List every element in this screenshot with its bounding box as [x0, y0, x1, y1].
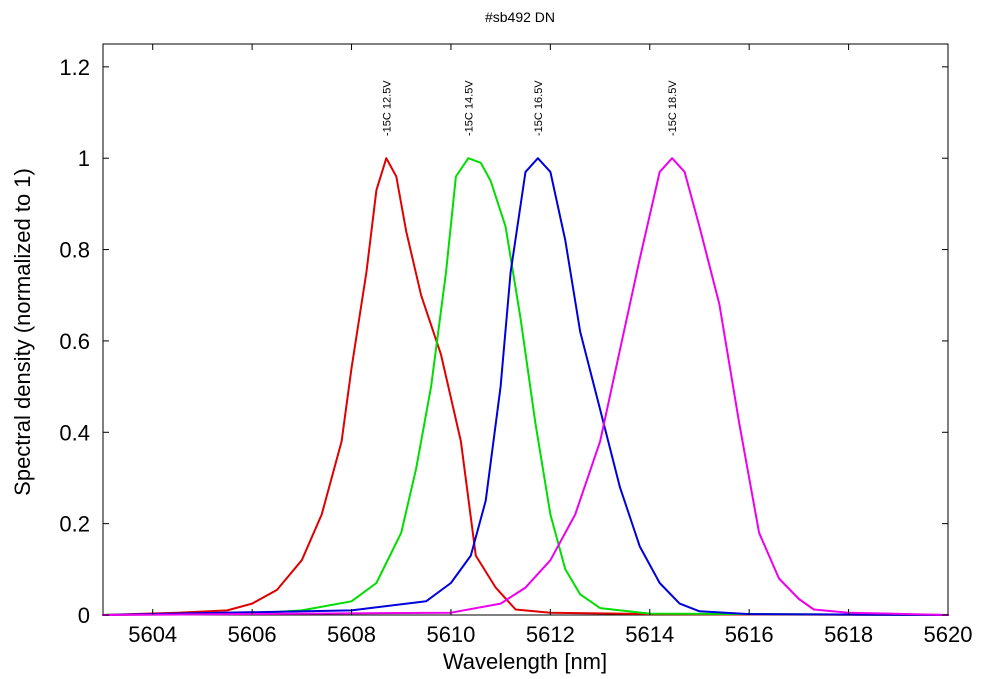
x-axis: 5604 5606 5608 5610 5612 5614 5616 5618 5620 — [128, 44, 972, 647]
plot-frame — [102, 43, 949, 616]
x-tick-label: 5606 — [228, 622, 277, 647]
series-line-2 — [102, 157, 949, 616]
y-tick-label: 1.2 — [59, 55, 90, 80]
y-tick-label: 0.2 — [59, 512, 90, 537]
x-tick-label: 5614 — [625, 622, 674, 647]
series-line-4 — [102, 157, 949, 616]
annotation-layer: -15C 12.5V -15C 14.5V -15C 16.5V -15C 18.5V — [381, 80, 679, 136]
y-axis: 0 0.2 0.4 0.6 0.8 1 1.2 — [59, 55, 948, 628]
x-tick-label: 5612 — [526, 622, 575, 647]
x-tick-label: 5616 — [725, 622, 774, 647]
series-annotation-2: -15C 14.5V — [463, 80, 475, 136]
x-axis-label: Wavelength [nm] — [443, 649, 607, 674]
y-tick-label: 0.8 — [59, 238, 90, 263]
y-tick-label: 1 — [78, 146, 90, 171]
y-tick-label: 0.6 — [59, 329, 90, 354]
y-tick-label: 0.4 — [59, 420, 90, 445]
series-line-1 — [102, 157, 949, 616]
x-tick-label: 5604 — [128, 622, 177, 647]
series-layer — [102, 157, 949, 616]
chart-title: #sb492 DN — [485, 9, 555, 25]
x-tick-label: 5608 — [327, 622, 376, 647]
series-annotation-4: -15C 18.5V — [667, 80, 679, 136]
series-line-3 — [102, 157, 949, 616]
series-annotation-3: -15C 16.5V — [533, 80, 545, 136]
x-tick-label: 5620 — [924, 622, 973, 647]
series-annotation-1: -15C 12.5V — [381, 80, 393, 136]
x-tick-label: 5610 — [426, 622, 475, 647]
y-axis-label: Spectral density (normalized to 1) — [10, 168, 35, 496]
y-tick-label: 0 — [78, 603, 90, 628]
x-tick-label: 5618 — [824, 622, 873, 647]
